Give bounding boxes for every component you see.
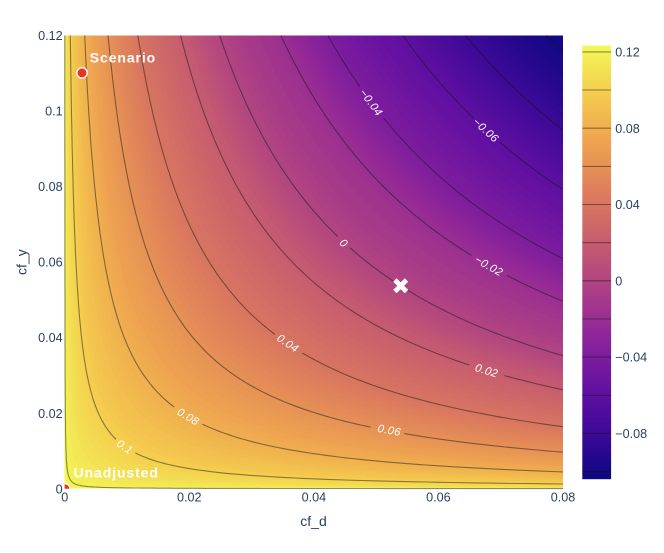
svg-text:0.12: 0.12 xyxy=(615,46,640,60)
svg-text:0: 0 xyxy=(615,274,622,288)
svg-text:−0.08: −0.08 xyxy=(615,427,647,441)
svg-text:0.1: 0.1 xyxy=(45,105,63,119)
svg-text:0.08: 0.08 xyxy=(551,491,576,505)
svg-text:Unadjusted: Unadjusted xyxy=(74,465,159,481)
svg-text:0.02: 0.02 xyxy=(38,407,63,421)
svg-text:0: 0 xyxy=(61,491,68,505)
svg-text:0.04: 0.04 xyxy=(615,198,640,212)
svg-text:0.08: 0.08 xyxy=(615,122,640,136)
svg-text:0.12: 0.12 xyxy=(38,29,63,43)
svg-text:0.08: 0.08 xyxy=(38,180,63,194)
svg-text:0.06: 0.06 xyxy=(426,491,451,505)
svg-text:Scenario: Scenario xyxy=(90,50,156,66)
svg-text:−0.04: −0.04 xyxy=(615,351,647,365)
svg-text:0.06: 0.06 xyxy=(377,423,403,439)
svg-text:0: 0 xyxy=(56,482,63,496)
svg-text:0.06: 0.06 xyxy=(38,256,63,270)
svg-text:0.04: 0.04 xyxy=(38,331,63,345)
svg-text:0.02: 0.02 xyxy=(177,491,202,505)
svg-text:cf_y: cf_y xyxy=(14,249,30,275)
svg-text:cf_d: cf_d xyxy=(300,513,326,529)
svg-text:0.04: 0.04 xyxy=(302,491,327,505)
